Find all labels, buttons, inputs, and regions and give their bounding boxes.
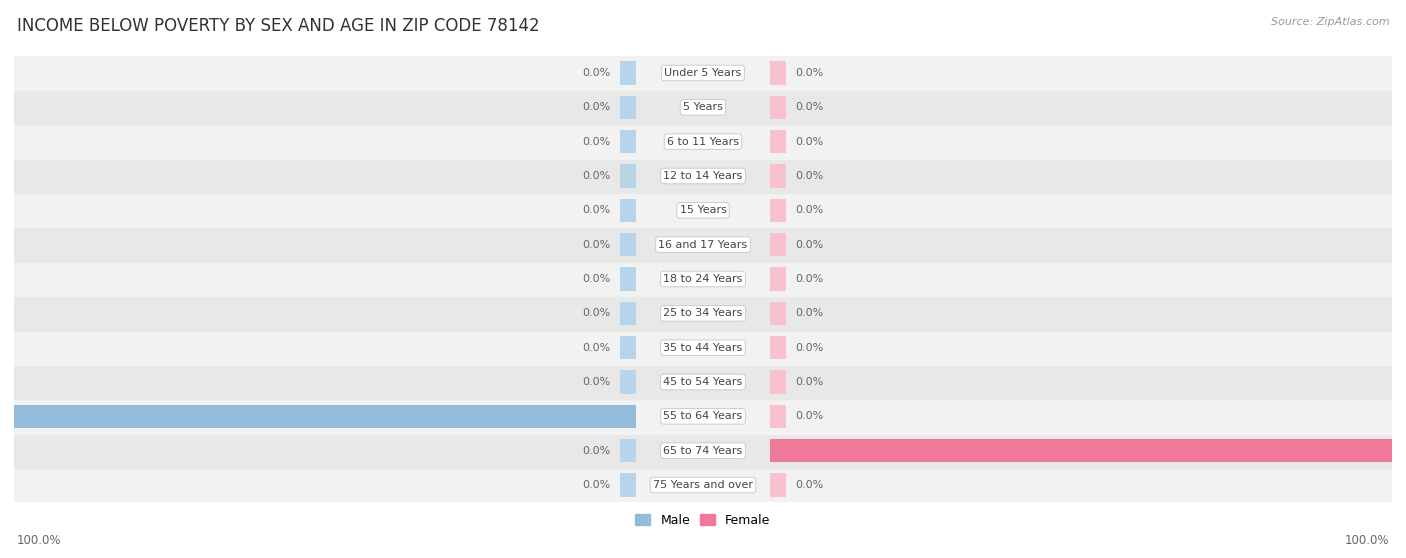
Bar xyxy=(769,439,1392,463)
Bar xyxy=(620,302,637,325)
Text: 65 to 74 Years: 65 to 74 Years xyxy=(664,446,742,456)
Text: 100.0%: 100.0% xyxy=(1344,534,1389,547)
Bar xyxy=(769,130,786,153)
Text: 75 Years and over: 75 Years and over xyxy=(652,480,754,490)
Bar xyxy=(14,365,1392,399)
Text: 0.0%: 0.0% xyxy=(796,240,824,249)
Text: 0.0%: 0.0% xyxy=(582,377,610,387)
Bar xyxy=(620,267,637,291)
Bar xyxy=(14,90,1392,124)
Text: 0.0%: 0.0% xyxy=(796,377,824,387)
Bar xyxy=(620,130,637,153)
Text: 0.0%: 0.0% xyxy=(582,309,610,318)
Text: 0.0%: 0.0% xyxy=(582,171,610,181)
Text: 18 to 24 Years: 18 to 24 Years xyxy=(664,274,742,284)
Bar xyxy=(769,405,786,428)
Text: 12 to 14 Years: 12 to 14 Years xyxy=(664,171,742,181)
Text: Under 5 Years: Under 5 Years xyxy=(665,68,741,78)
Text: 0.0%: 0.0% xyxy=(796,137,824,147)
Text: 45 to 54 Years: 45 to 54 Years xyxy=(664,377,742,387)
Bar xyxy=(14,193,1392,228)
Text: 100.0%: 100.0% xyxy=(17,534,62,547)
Bar xyxy=(769,371,786,394)
Text: 15 Years: 15 Years xyxy=(679,205,727,215)
Bar xyxy=(620,473,637,497)
Bar xyxy=(14,159,1392,193)
Bar xyxy=(620,336,637,359)
Bar xyxy=(14,56,1392,90)
Text: 0.0%: 0.0% xyxy=(582,240,610,249)
Bar xyxy=(620,95,637,119)
Text: 55 to 64 Years: 55 to 64 Years xyxy=(664,411,742,421)
Text: Source: ZipAtlas.com: Source: ZipAtlas.com xyxy=(1271,17,1389,27)
Bar xyxy=(769,336,786,359)
Text: 0.0%: 0.0% xyxy=(796,343,824,353)
Text: 25 to 34 Years: 25 to 34 Years xyxy=(664,309,742,318)
Text: 0.0%: 0.0% xyxy=(582,137,610,147)
Text: 16 and 17 Years: 16 and 17 Years xyxy=(658,240,748,249)
Text: 0.0%: 0.0% xyxy=(796,274,824,284)
Text: 0.0%: 0.0% xyxy=(582,480,610,490)
Text: 0.0%: 0.0% xyxy=(582,102,610,112)
Bar xyxy=(620,439,637,463)
Text: 0.0%: 0.0% xyxy=(796,309,824,318)
Bar xyxy=(620,164,637,187)
Bar xyxy=(14,399,1392,434)
Text: 0.0%: 0.0% xyxy=(796,411,824,421)
Bar xyxy=(14,468,1392,502)
Bar xyxy=(769,95,786,119)
Text: 0.0%: 0.0% xyxy=(582,446,610,456)
Text: 5 Years: 5 Years xyxy=(683,102,723,112)
Text: 0.0%: 0.0% xyxy=(796,480,824,490)
Bar xyxy=(14,434,1392,468)
Bar xyxy=(14,330,1392,365)
Bar xyxy=(620,371,637,394)
Text: 100.0%: 100.0% xyxy=(1396,446,1406,456)
Text: 0.0%: 0.0% xyxy=(796,205,824,215)
Bar xyxy=(769,233,786,256)
Bar xyxy=(620,61,637,85)
Bar xyxy=(620,199,637,222)
Bar xyxy=(14,124,1392,159)
Bar xyxy=(14,228,1392,262)
Bar xyxy=(769,199,786,222)
Bar xyxy=(769,164,786,187)
Text: 6 to 11 Years: 6 to 11 Years xyxy=(666,137,740,147)
Bar xyxy=(14,262,1392,296)
Text: 0.0%: 0.0% xyxy=(796,171,824,181)
Text: INCOME BELOW POVERTY BY SEX AND AGE IN ZIP CODE 78142: INCOME BELOW POVERTY BY SEX AND AGE IN Z… xyxy=(17,17,540,35)
Text: 0.0%: 0.0% xyxy=(582,343,610,353)
Bar xyxy=(14,296,1392,330)
Bar xyxy=(769,267,786,291)
Text: 100.0%: 100.0% xyxy=(0,411,10,421)
Text: 35 to 44 Years: 35 to 44 Years xyxy=(664,343,742,353)
Bar xyxy=(769,302,786,325)
Text: 0.0%: 0.0% xyxy=(796,102,824,112)
Text: 0.0%: 0.0% xyxy=(582,68,610,78)
Bar xyxy=(769,61,786,85)
Text: 0.0%: 0.0% xyxy=(582,274,610,284)
Bar xyxy=(14,405,637,428)
Bar xyxy=(620,233,637,256)
Bar xyxy=(769,473,786,497)
Text: 0.0%: 0.0% xyxy=(582,205,610,215)
Text: 0.0%: 0.0% xyxy=(796,68,824,78)
Legend: Male, Female: Male, Female xyxy=(630,509,776,532)
